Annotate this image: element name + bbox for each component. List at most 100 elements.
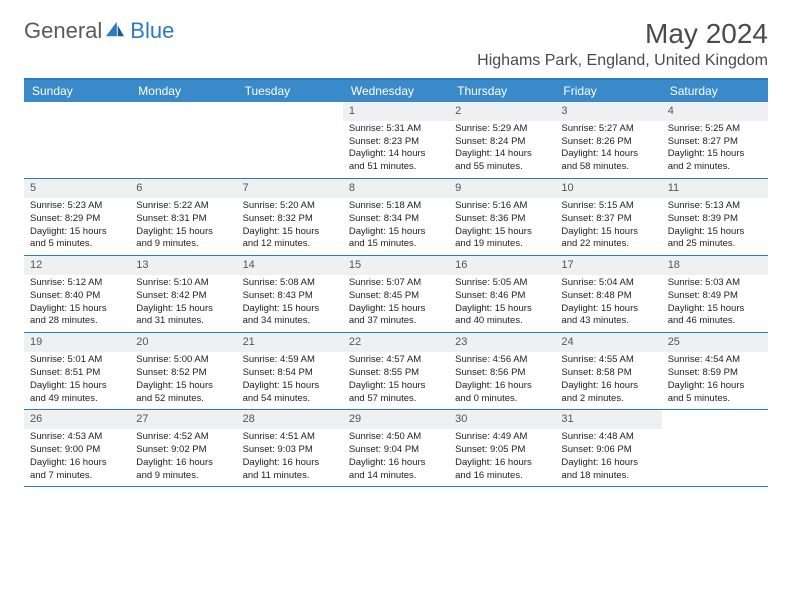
sunset-text: Sunset: 9:05 PM xyxy=(455,444,549,457)
sunrise-text: Sunrise: 5:04 AM xyxy=(561,277,655,290)
sunset-text: Sunset: 8:43 PM xyxy=(243,290,337,303)
dow-header: Saturday xyxy=(662,80,768,102)
daylight-text: Daylight: 15 hours and 34 minutes. xyxy=(243,303,337,329)
day-cell: 4Sunrise: 5:25 AMSunset: 8:27 PMDaylight… xyxy=(662,102,768,178)
sunset-text: Sunset: 8:46 PM xyxy=(455,290,549,303)
daylight-text: Daylight: 14 hours and 55 minutes. xyxy=(455,148,549,174)
sunset-text: Sunset: 8:55 PM xyxy=(349,367,443,380)
sunrise-text: Sunrise: 5:13 AM xyxy=(668,200,762,213)
day-cell xyxy=(662,410,768,486)
day-body: Sunrise: 5:27 AMSunset: 8:26 PMDaylight:… xyxy=(555,121,661,178)
daylight-text: Daylight: 15 hours and 15 minutes. xyxy=(349,226,443,252)
sunset-text: Sunset: 8:36 PM xyxy=(455,213,549,226)
day-number: 14 xyxy=(237,256,343,275)
day-cell: 6Sunrise: 5:22 AMSunset: 8:31 PMDaylight… xyxy=(130,179,236,255)
day-number: 28 xyxy=(237,410,343,429)
sunset-text: Sunset: 8:37 PM xyxy=(561,213,655,226)
day-number: 6 xyxy=(130,179,236,198)
day-cell: 25Sunrise: 4:54 AMSunset: 8:59 PMDayligh… xyxy=(662,333,768,409)
sunrise-text: Sunrise: 5:15 AM xyxy=(561,200,655,213)
day-body: Sunrise: 5:00 AMSunset: 8:52 PMDaylight:… xyxy=(130,352,236,409)
day-number: 4 xyxy=(662,102,768,121)
title-block: May 2024 Highams Park, England, United K… xyxy=(477,18,768,70)
sunset-text: Sunset: 8:54 PM xyxy=(243,367,337,380)
calendar-grid: Sunday Monday Tuesday Wednesday Thursday… xyxy=(24,78,768,487)
sunrise-text: Sunrise: 4:50 AM xyxy=(349,431,443,444)
day-cell: 11Sunrise: 5:13 AMSunset: 8:39 PMDayligh… xyxy=(662,179,768,255)
sunrise-text: Sunrise: 4:52 AM xyxy=(136,431,230,444)
day-number: 1 xyxy=(343,102,449,121)
day-cell: 13Sunrise: 5:10 AMSunset: 8:42 PMDayligh… xyxy=(130,256,236,332)
daylight-text: Daylight: 16 hours and 14 minutes. xyxy=(349,457,443,483)
sunset-text: Sunset: 8:49 PM xyxy=(668,290,762,303)
daylight-text: Daylight: 15 hours and 12 minutes. xyxy=(243,226,337,252)
sunset-text: Sunset: 8:40 PM xyxy=(30,290,124,303)
sunrise-text: Sunrise: 4:49 AM xyxy=(455,431,549,444)
day-cell: 9Sunrise: 5:16 AMSunset: 8:36 PMDaylight… xyxy=(449,179,555,255)
day-number: 18 xyxy=(662,256,768,275)
week-row: 26Sunrise: 4:53 AMSunset: 9:00 PMDayligh… xyxy=(24,410,768,487)
daylight-text: Daylight: 15 hours and 52 minutes. xyxy=(136,380,230,406)
day-number: 26 xyxy=(24,410,130,429)
day-number: 25 xyxy=(662,333,768,352)
day-number: 17 xyxy=(555,256,661,275)
page-header: General Blue May 2024 Highams Park, Engl… xyxy=(24,18,768,70)
day-body: Sunrise: 5:10 AMSunset: 8:42 PMDaylight:… xyxy=(130,275,236,332)
weeks-container: 1Sunrise: 5:31 AMSunset: 8:23 PMDaylight… xyxy=(24,102,768,487)
brand-sail-icon xyxy=(104,18,126,44)
daylight-text: Daylight: 15 hours and 49 minutes. xyxy=(30,380,124,406)
day-body: Sunrise: 4:53 AMSunset: 9:00 PMDaylight:… xyxy=(24,429,130,486)
day-cell: 2Sunrise: 5:29 AMSunset: 8:24 PMDaylight… xyxy=(449,102,555,178)
sunrise-text: Sunrise: 4:55 AM xyxy=(561,354,655,367)
dow-header: Monday xyxy=(130,80,236,102)
day-cell: 20Sunrise: 5:00 AMSunset: 8:52 PMDayligh… xyxy=(130,333,236,409)
sunset-text: Sunset: 8:26 PM xyxy=(561,136,655,149)
week-row: 5Sunrise: 5:23 AMSunset: 8:29 PMDaylight… xyxy=(24,179,768,256)
daylight-text: Daylight: 15 hours and 54 minutes. xyxy=(243,380,337,406)
day-body: Sunrise: 4:59 AMSunset: 8:54 PMDaylight:… xyxy=(237,352,343,409)
daylight-text: Daylight: 15 hours and 31 minutes. xyxy=(136,303,230,329)
sunrise-text: Sunrise: 5:18 AM xyxy=(349,200,443,213)
sunrise-text: Sunrise: 4:54 AM xyxy=(668,354,762,367)
day-cell: 10Sunrise: 5:15 AMSunset: 8:37 PMDayligh… xyxy=(555,179,661,255)
calendar-page: General Blue May 2024 Highams Park, Engl… xyxy=(0,0,792,505)
day-body: Sunrise: 5:18 AMSunset: 8:34 PMDaylight:… xyxy=(343,198,449,255)
daylight-text: Daylight: 16 hours and 18 minutes. xyxy=(561,457,655,483)
sunset-text: Sunset: 9:04 PM xyxy=(349,444,443,457)
sunrise-text: Sunrise: 5:23 AM xyxy=(30,200,124,213)
day-body: Sunrise: 4:57 AMSunset: 8:55 PMDaylight:… xyxy=(343,352,449,409)
day-cell xyxy=(237,102,343,178)
day-cell: 21Sunrise: 4:59 AMSunset: 8:54 PMDayligh… xyxy=(237,333,343,409)
day-number: 12 xyxy=(24,256,130,275)
sunrise-text: Sunrise: 5:01 AM xyxy=(30,354,124,367)
day-number: 10 xyxy=(555,179,661,198)
day-body: Sunrise: 4:54 AMSunset: 8:59 PMDaylight:… xyxy=(662,352,768,409)
sunrise-text: Sunrise: 5:10 AM xyxy=(136,277,230,290)
day-body: Sunrise: 5:13 AMSunset: 8:39 PMDaylight:… xyxy=(662,198,768,255)
sunset-text: Sunset: 8:31 PM xyxy=(136,213,230,226)
day-body: Sunrise: 5:20 AMSunset: 8:32 PMDaylight:… xyxy=(237,198,343,255)
daylight-text: Daylight: 15 hours and 37 minutes. xyxy=(349,303,443,329)
day-cell: 30Sunrise: 4:49 AMSunset: 9:05 PMDayligh… xyxy=(449,410,555,486)
sunrise-text: Sunrise: 5:25 AM xyxy=(668,123,762,136)
sunrise-text: Sunrise: 5:07 AM xyxy=(349,277,443,290)
day-number: 24 xyxy=(555,333,661,352)
day-number: 8 xyxy=(343,179,449,198)
day-body: Sunrise: 5:12 AMSunset: 8:40 PMDaylight:… xyxy=(24,275,130,332)
sunrise-text: Sunrise: 5:05 AM xyxy=(455,277,549,290)
day-number: 3 xyxy=(555,102,661,121)
daylight-text: Daylight: 15 hours and 25 minutes. xyxy=(668,226,762,252)
day-cell xyxy=(130,102,236,178)
day-cell: 3Sunrise: 5:27 AMSunset: 8:26 PMDaylight… xyxy=(555,102,661,178)
sunrise-text: Sunrise: 4:59 AM xyxy=(243,354,337,367)
day-number: 13 xyxy=(130,256,236,275)
day-number: 2 xyxy=(449,102,555,121)
day-cell: 8Sunrise: 5:18 AMSunset: 8:34 PMDaylight… xyxy=(343,179,449,255)
day-cell: 18Sunrise: 5:03 AMSunset: 8:49 PMDayligh… xyxy=(662,256,768,332)
day-cell: 22Sunrise: 4:57 AMSunset: 8:55 PMDayligh… xyxy=(343,333,449,409)
week-row: 19Sunrise: 5:01 AMSunset: 8:51 PMDayligh… xyxy=(24,333,768,410)
month-title: May 2024 xyxy=(477,18,768,50)
sunrise-text: Sunrise: 5:27 AM xyxy=(561,123,655,136)
day-cell: 1Sunrise: 5:31 AMSunset: 8:23 PMDaylight… xyxy=(343,102,449,178)
daylight-text: Daylight: 15 hours and 5 minutes. xyxy=(30,226,124,252)
